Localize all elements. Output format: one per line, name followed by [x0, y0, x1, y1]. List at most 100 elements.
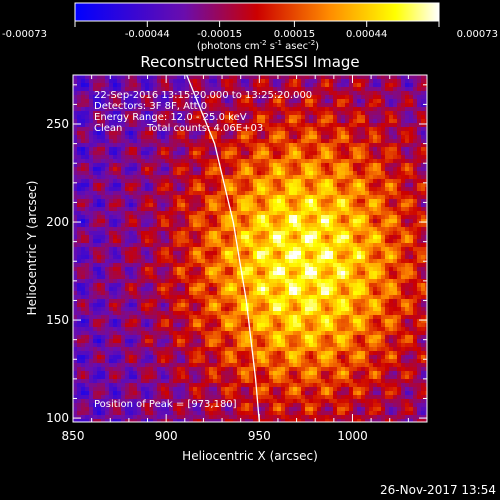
- heatmap-cell: [225, 95, 229, 99]
- heatmap-cell: [369, 239, 373, 243]
- heatmap-cell: [209, 167, 213, 171]
- heatmap-cell: [85, 79, 89, 83]
- heatmap-cell: [309, 295, 313, 299]
- heatmap-cell: [197, 183, 201, 187]
- heatmap-cell: [229, 159, 233, 163]
- heatmap-cell: [325, 191, 329, 195]
- heatmap-cell: [381, 255, 385, 259]
- heatmap-cell: [281, 135, 285, 139]
- heatmap-cell: [85, 263, 89, 267]
- heatmap-cell: [385, 287, 389, 291]
- heatmap-cell: [389, 155, 393, 159]
- heatmap-cell: [113, 203, 117, 207]
- heatmap-cell: [165, 251, 169, 255]
- heatmap-cell: [145, 199, 149, 203]
- heatmap-cell: [337, 259, 341, 263]
- heatmap-cell: [129, 275, 133, 279]
- heatmap-cell: [297, 211, 301, 215]
- heatmap-cell: [117, 295, 121, 299]
- heatmap-cell: [289, 243, 293, 247]
- heatmap-cell: [273, 195, 277, 199]
- heatmap-cell: [165, 143, 169, 147]
- heatmap-cell: [137, 95, 141, 99]
- heatmap-cell: [341, 227, 345, 231]
- heatmap-cell: [313, 139, 317, 143]
- heatmap-cell: [385, 179, 389, 183]
- heatmap-cell: [145, 95, 149, 99]
- heatmap-cell: [133, 223, 137, 227]
- heatmap-cell: [401, 195, 405, 199]
- heatmap-cell: [145, 259, 149, 263]
- heatmap-cell: [205, 103, 209, 107]
- heatmap-cell: [413, 167, 417, 171]
- heatmap-cell: [345, 127, 349, 131]
- heatmap-cell: [237, 107, 241, 111]
- heatmap-cell: [309, 223, 313, 227]
- heatmap-cell: [193, 123, 197, 127]
- heatmap-cell: [425, 159, 427, 163]
- heatmap-cell: [281, 75, 285, 79]
- heatmap-cell: [105, 287, 109, 291]
- heatmap-cell: [209, 231, 213, 235]
- heatmap-cell: [349, 115, 353, 119]
- heatmap-cell: [305, 259, 309, 263]
- heatmap-cell: [257, 279, 261, 283]
- heatmap-cell: [229, 91, 233, 95]
- heatmap-cell: [361, 175, 365, 179]
- heatmap-cell: [153, 283, 157, 287]
- heatmap-cell: [89, 87, 93, 91]
- heatmap-cell: [401, 251, 405, 255]
- heatmap-cell: [333, 263, 337, 267]
- heatmap-cell: [113, 75, 117, 79]
- heatmap-cell: [353, 251, 357, 255]
- heatmap-cell: [273, 287, 277, 291]
- heatmap-cell: [317, 187, 321, 191]
- heatmap-cell: [141, 291, 145, 295]
- heatmap-cell: [261, 211, 265, 215]
- heatmap-cell: [205, 167, 209, 171]
- heatmap-cell: [145, 87, 149, 91]
- heatmap-cell: [413, 283, 417, 287]
- heatmap-cell: [157, 87, 161, 91]
- heatmap-cell: [169, 291, 173, 295]
- heatmap-cell: [213, 195, 217, 199]
- heatmap-cell: [205, 159, 209, 163]
- heatmap-cell: [309, 131, 313, 135]
- heatmap-cell: [425, 239, 427, 243]
- heatmap-cell: [125, 115, 129, 119]
- heatmap-cell: [149, 83, 153, 87]
- heatmap-cell: [173, 203, 177, 207]
- heatmap-cell: [265, 183, 269, 187]
- heatmap-cell: [321, 179, 325, 183]
- heatmap-cell: [173, 103, 177, 107]
- heatmap-cell: [121, 87, 125, 91]
- heatmap-cell: [125, 247, 129, 251]
- heatmap-cell: [401, 239, 405, 243]
- heatmap-cell: [389, 91, 393, 95]
- heatmap-cell: [289, 219, 293, 223]
- heatmap-cell: [133, 291, 137, 295]
- heatmap-cell: [325, 287, 329, 291]
- colorbar-units: (photons cm-2 s-1 asec-2): [197, 39, 319, 52]
- heatmap-cell: [261, 127, 265, 131]
- heatmap-cell: [249, 87, 253, 91]
- heatmap-cell: [233, 199, 237, 203]
- heatmap-cell: [421, 99, 425, 103]
- heatmap-cell: [153, 199, 157, 203]
- heatmap-cell: [205, 163, 209, 167]
- heatmap-cell: [169, 123, 173, 127]
- heatmap-cell: [137, 183, 141, 187]
- heatmap-cell: [213, 139, 217, 143]
- heatmap-cell: [181, 235, 185, 239]
- heatmap-cell: [329, 143, 333, 147]
- heatmap-cell: [301, 139, 305, 143]
- heatmap-cell: [409, 239, 413, 243]
- heatmap-cell: [261, 111, 265, 115]
- heatmap-cell: [309, 103, 313, 107]
- heatmap-cell: [381, 207, 385, 211]
- heatmap-cell: [277, 175, 281, 179]
- heatmap-cell: [269, 191, 273, 195]
- heatmap-cell: [269, 247, 273, 251]
- heatmap-cell: [305, 159, 309, 163]
- heatmap-cell: [309, 163, 313, 167]
